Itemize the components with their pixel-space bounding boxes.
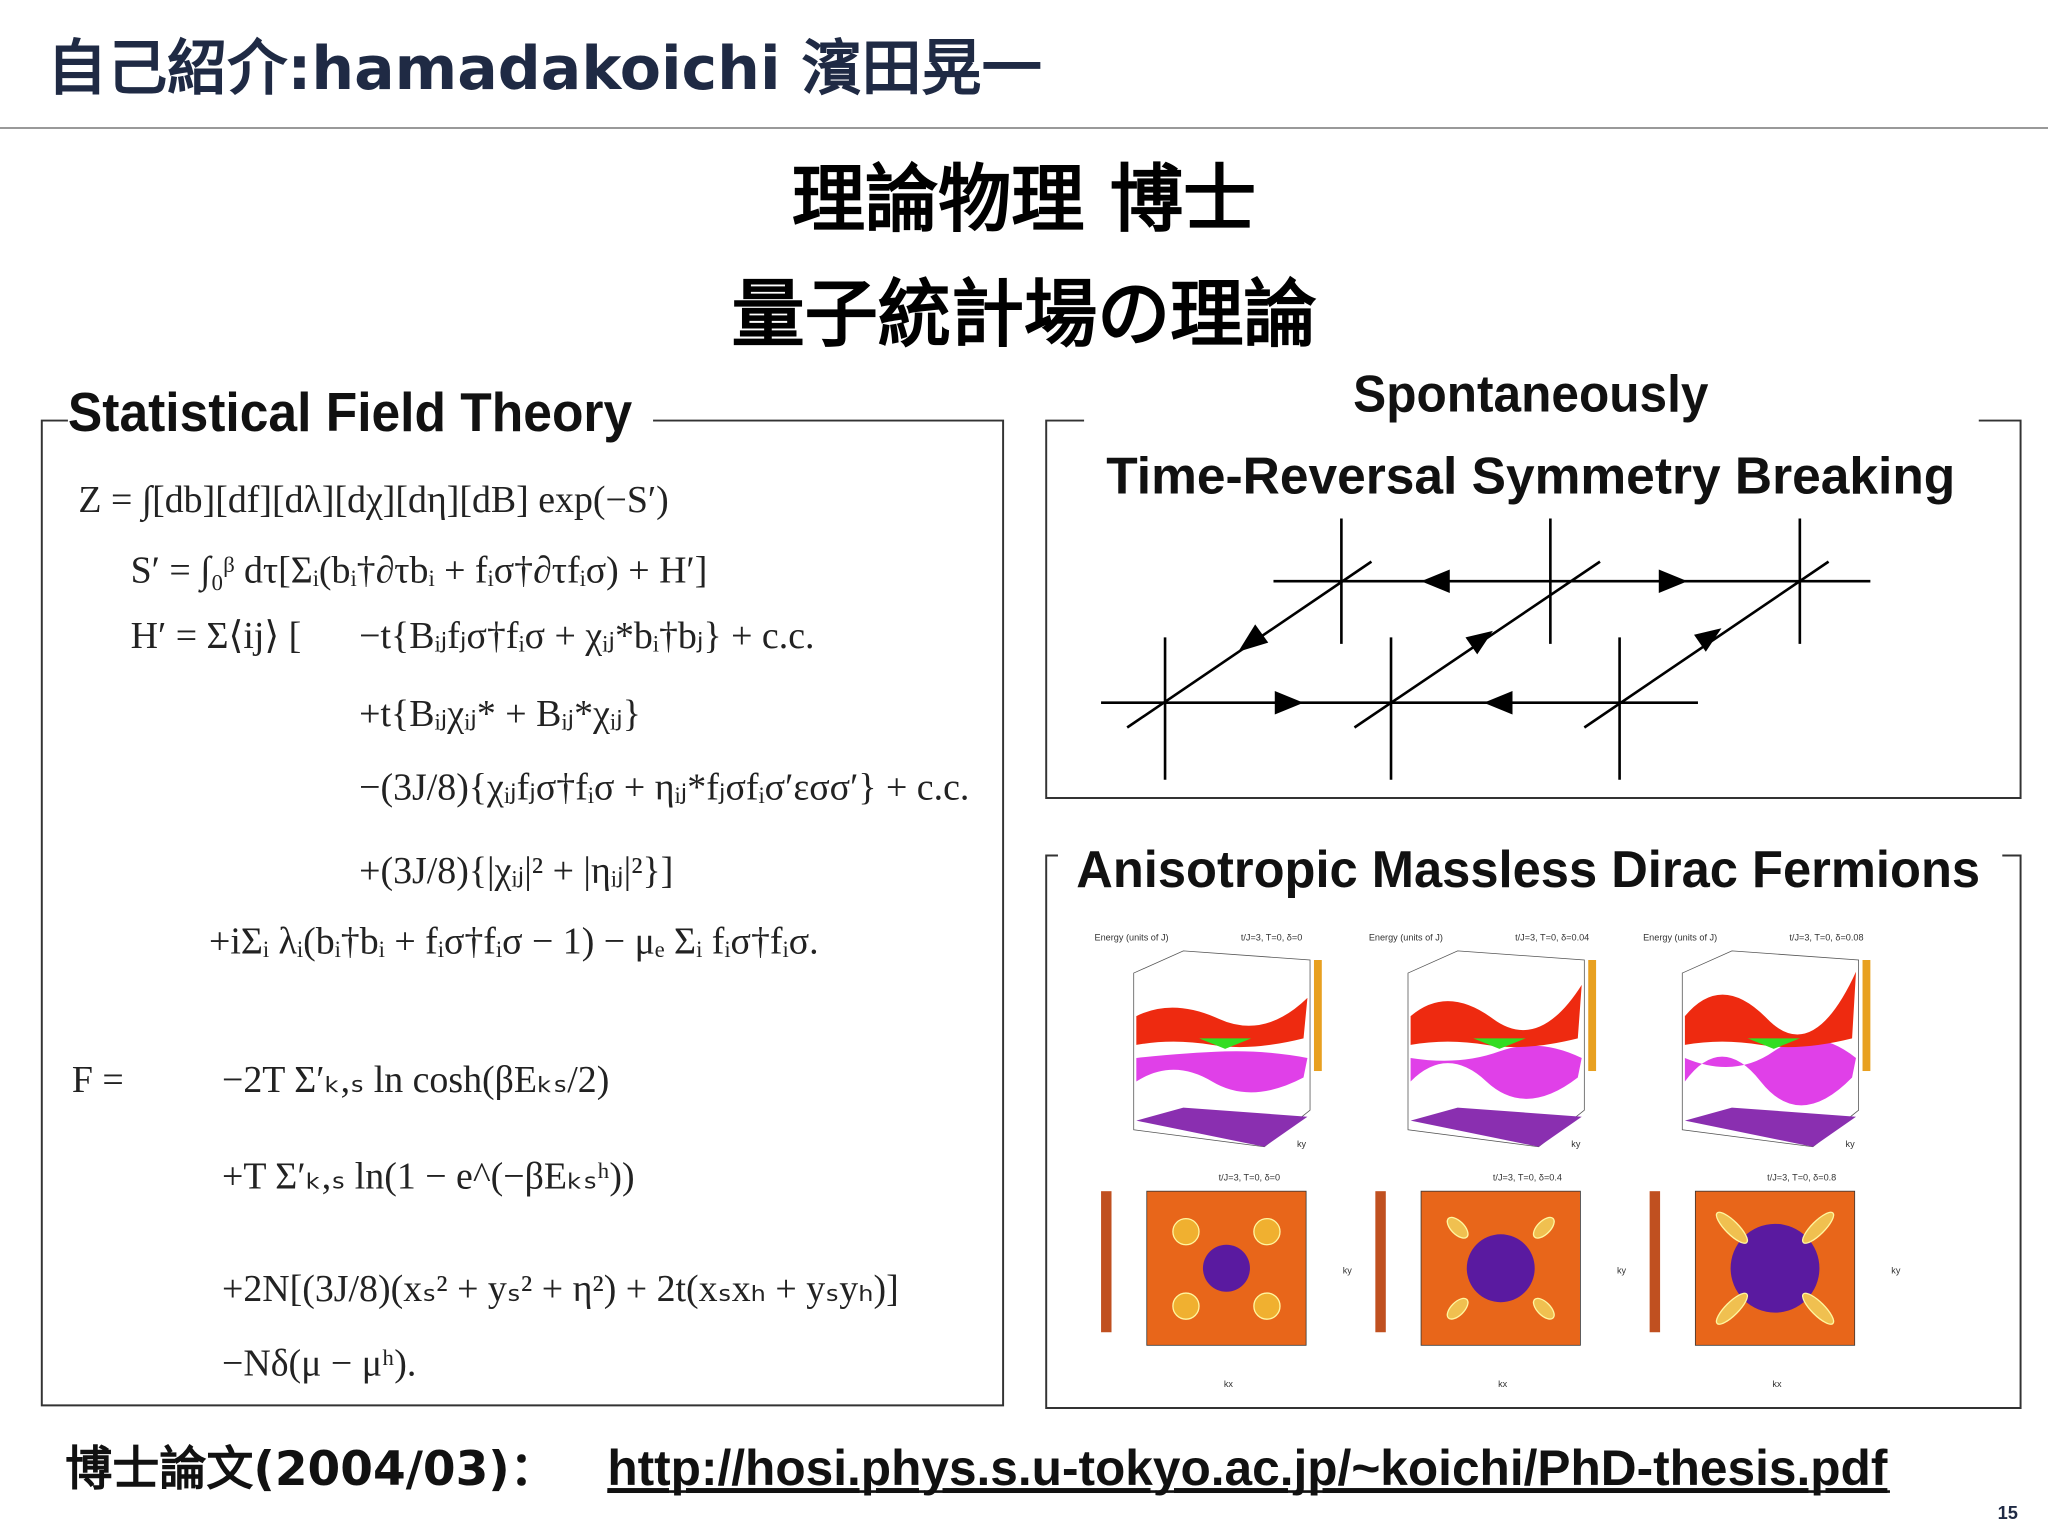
colorbar <box>1862 960 1871 1072</box>
equation: −2T Σ′ₖ,ₛ ln cosh(βEₖₛ/2) <box>222 1059 609 1101</box>
colorbar <box>1101 1191 1112 1333</box>
heatmap-minimum <box>1466 1234 1535 1303</box>
panel-title: Spontaneously <box>1353 365 1708 423</box>
plot-title: t/J=3, T=0, δ=0.04 <box>1515 932 1589 942</box>
panel-frame <box>40 419 1005 1407</box>
axis-label: ky <box>1617 1265 1627 1275</box>
figure-group: Energy (units of J) t/J=3, T=0, δ=0 ky Ener… <box>1095 932 1901 1389</box>
panel-frame <box>1045 419 2022 800</box>
plot-label: Energy (units of J) <box>1095 932 1169 942</box>
axis-label: ky <box>1297 1139 1307 1149</box>
axis-label: kx <box>1498 1379 1508 1389</box>
colorbar <box>1588 960 1597 1072</box>
axis-label: ky <box>1891 1265 1901 1275</box>
dirac-cone <box>1747 1038 1800 1049</box>
heatmap-minimum <box>1730 1223 1820 1313</box>
lattice-diagram <box>1101 518 1871 780</box>
axis-label: ky <box>1571 1139 1581 1149</box>
upper-band <box>1684 971 1856 1048</box>
equation: +T Σ′ₖ,ₛ ln(1 − e^(−βEₖₛʰ)) <box>222 1156 635 1198</box>
dirac-cone <box>1473 1038 1526 1049</box>
lower-band <box>1136 1051 1308 1093</box>
lower-band <box>1684 1039 1856 1106</box>
footer-label: 博士論文(2004/03)： <box>65 1442 557 1497</box>
equation: +(3J/8){|χᵢⱼ|² + |ηᵢⱼ|²}] <box>359 850 673 892</box>
equation: −(3J/8){χᵢⱼfⱼσ†fᵢσ + ηᵢⱼ*fⱼσfᵢσ′εσσ′} + … <box>359 766 969 808</box>
heatmap-node <box>1715 1211 1749 1244</box>
equation: +2N[(3J/8)(xₛ² + yₛ² + η²) + 2t(xₛxₕ + y… <box>222 1268 899 1310</box>
equation: S′ = ∫₀ᵝ dτ[Σᵢ(bᵢ†∂τbᵢ + fᵢσ†∂τfᵢσ) + H′… <box>131 550 708 594</box>
upper-band <box>1136 997 1308 1048</box>
colorbar <box>1375 1191 1386 1333</box>
heatmap-node <box>1801 1292 1835 1325</box>
panel-frame <box>1045 854 2022 1409</box>
plot-title: t/J=3, T=0, δ=0 <box>1241 932 1302 942</box>
equation: Z = ∫[db][df][dλ][dχ][dη][dB] exp(−S′) <box>78 479 668 523</box>
heatmap-minimum <box>1202 1244 1250 1292</box>
heading: 理論物理 博士 <box>792 158 1256 243</box>
lower-band <box>1410 1045 1582 1099</box>
axis-label: ky <box>1343 1265 1353 1275</box>
heatmap-node <box>1253 1292 1281 1320</box>
plot-label: Energy (units of J) <box>1643 932 1717 942</box>
equations: Z = ∫[db][df][dλ][dχ][dη][dB] exp(−S′) S′… <box>72 479 970 1384</box>
colorbar <box>1313 960 1322 1072</box>
upper-band <box>1410 984 1582 1048</box>
page-number: 15 <box>1998 1502 2018 1523</box>
thesis-link[interactable]: http://hosi.phys.s.u-tokyo.ac.jp/~koichi… <box>607 1440 1887 1496</box>
heatmap-node <box>1715 1292 1749 1325</box>
panel-title: Statistical Field Theory <box>68 381 633 443</box>
heatmap-node <box>1172 1292 1200 1320</box>
axis-label: ky <box>1846 1139 1856 1149</box>
plot-box <box>1133 950 1311 1148</box>
base-plane <box>1684 1107 1856 1147</box>
heatmap-node <box>1446 1297 1469 1320</box>
plot-box <box>1407 950 1585 1148</box>
axis-label: kx <box>1224 1379 1234 1389</box>
equation: H′ = Σ⟨ij⟩ [ <box>131 615 302 657</box>
panel-title: Anisotropic Massless Dirac Fermions <box>1076 841 1980 899</box>
plot-label: Energy (units of J) <box>1369 932 1443 942</box>
heatmap-node <box>1532 1297 1555 1320</box>
map-title: t/J=3, T=0, δ=0.4 <box>1493 1173 1562 1183</box>
heatmap-node <box>1801 1211 1835 1244</box>
base-plane <box>1410 1107 1582 1147</box>
dirac-cone <box>1199 1038 1252 1049</box>
map-title: t/J=3, T=0, δ=0.8 <box>1767 1173 1836 1183</box>
equation: +t{Bᵢⱼχᵢⱼ* + Bᵢⱼ*χᵢⱼ} <box>359 693 641 735</box>
equation: F = <box>72 1059 124 1101</box>
slide-title: 自己紹介:hamadakoichi 濱田晃一 <box>47 34 1042 104</box>
panel-title: Time-Reversal Symmetry Breaking <box>1106 448 1955 506</box>
plot-title: t/J=3, T=0, δ=0.08 <box>1789 932 1863 942</box>
axis-label: kx <box>1772 1379 1782 1389</box>
heatmap-node <box>1253 1217 1281 1246</box>
map-title: t/J=3, T=0, δ=0 <box>1219 1173 1280 1183</box>
base-plane <box>1136 1107 1308 1147</box>
heatmap-node <box>1172 1217 1200 1246</box>
equation: +iΣᵢ λᵢ(bᵢ†bᵢ + fᵢσ†fᵢσ − 1) − μₑ Σᵢ fᵢσ… <box>209 920 819 962</box>
heatmap-node <box>1532 1216 1555 1239</box>
plot-box <box>1681 950 1860 1148</box>
colorbar <box>1649 1191 1661 1333</box>
equation: −Nδ(μ − μʰ). <box>222 1342 416 1384</box>
heatmap-node <box>1446 1216 1469 1239</box>
equation: −t{Bᵢⱼfⱼσ†fᵢσ + χᵢⱼ*bᵢ†bⱼ} + c.c. <box>359 615 814 657</box>
heading: 量子統計場の理論 <box>732 273 1317 358</box>
